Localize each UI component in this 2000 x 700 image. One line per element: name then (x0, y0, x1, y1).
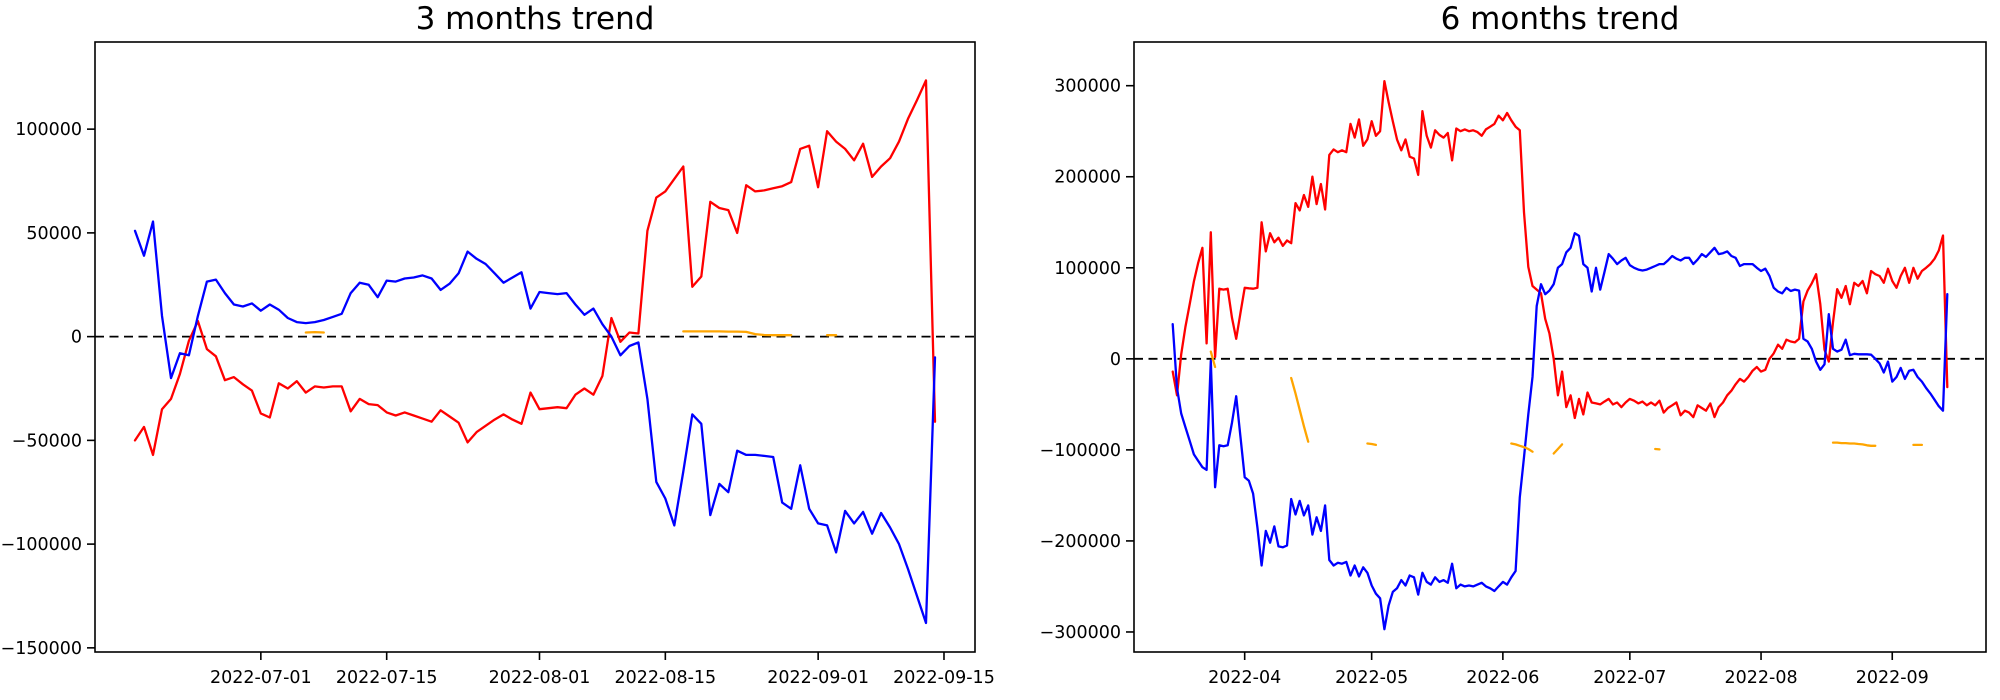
y-tick-label: 0 (71, 328, 82, 348)
y-tick-label: −150000 (1, 639, 82, 659)
orange-line-segment-path (682, 330, 793, 337)
axes: 100000 50000 0 −50000 −100000 −150000 2022-07-… (1, 120, 995, 688)
x-tick-label: 2022-09 (1856, 668, 1929, 688)
orange-line-series (1209, 350, 1924, 455)
six-months-chart-title: 6 months trend (1440, 1, 1680, 37)
red-line-series (133, 79, 937, 457)
x-tick-label: 2022-08-01 (489, 668, 591, 688)
orange-line-segment-path (1552, 443, 1564, 455)
orange-line-series (304, 330, 838, 337)
blue-line-series (133, 220, 937, 625)
x-tick-label: 2022-07-15 (336, 668, 438, 688)
y-tick-label: 50000 (26, 224, 82, 244)
orange-line-segment-path (1510, 442, 1534, 453)
blue-line-series (1171, 232, 1949, 631)
blue-line-path (133, 220, 937, 625)
x-tick-label: 2022-08-15 (614, 668, 716, 688)
three-months-chart-title: 3 months trend (415, 1, 655, 37)
three-months-chart: 100000 50000 0 −50000 −100000 −150000 2022-07-… (1, 41, 995, 688)
y-tick-label: 0 (1110, 350, 1121, 370)
y-tick-label: 200000 (1054, 168, 1121, 188)
x-tick-label: 2022-07-01 (210, 668, 312, 688)
x-tick-label: 2022-04 (1208, 668, 1281, 688)
y-tick-label: 100000 (1054, 259, 1121, 279)
y-tick-label: −200000 (1040, 532, 1121, 552)
blue-line-path (1171, 232, 1949, 631)
y-tick-label: −50000 (12, 431, 82, 451)
red-line-path (133, 79, 937, 457)
orange-line-segment-path (1290, 376, 1310, 443)
y-tick-label: −100000 (1, 535, 82, 555)
red-line-series (1171, 79, 1949, 420)
orange-line-segment-path (1209, 350, 1217, 369)
x-tick-label: 2022-08 (1724, 668, 1797, 688)
x-tick-label: 2022-06 (1466, 668, 1539, 688)
red-line-path (1171, 79, 1949, 420)
x-tick-label: 2022-07 (1593, 668, 1666, 688)
y-tick-label: 300000 (1054, 77, 1121, 97)
y-tick-label: −100000 (1040, 441, 1121, 461)
x-tick-label: 2022-09-15 (893, 668, 995, 688)
plot-border (94, 41, 976, 653)
orange-line-segment-path (1366, 442, 1378, 447)
six-months-chart: 300000 200000 100000 0 −100000 −200000 −300000… (1040, 41, 1987, 688)
orange-line-segment-path (1831, 441, 1877, 447)
y-tick-label: 100000 (15, 120, 82, 140)
axes: 300000 200000 100000 0 −100000 −200000 −300000… (1040, 77, 1986, 688)
plot-border (1133, 41, 1987, 653)
x-tick-label: 2022-09-01 (767, 668, 869, 688)
y-tick-label: −300000 (1040, 623, 1121, 643)
x-tick-label: 2022-05 (1335, 668, 1408, 688)
